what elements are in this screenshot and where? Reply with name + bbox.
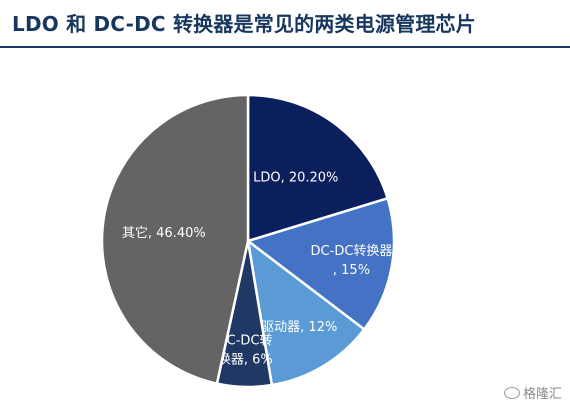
watermark: 格隆汇 [503,383,562,402]
pie-slice-label-5: 其它, 46.40% [122,225,206,241]
pie-slice-3 [246,239,366,387]
wechat-icon [503,387,520,399]
page-title: LDO 和 DC-DC 转换器是常见的两类电源管理芯片 [12,12,476,36]
pie-slice-2 [246,197,396,331]
pie-slice-label-3: 驱动器, 12% [261,320,337,335]
pie-slice-label-4: AC-DC转换器, 6% [218,334,273,368]
pie-slice-label-2: DC-DC转换器, 15% [311,244,393,278]
pie-slice-1 [246,93,389,243]
watermark-text: 格隆汇 [522,387,562,402]
pie-slice-label-1: LDO, 20.20% [253,170,338,185]
pie-slice-5 [100,93,250,385]
title-divider [0,46,570,48]
